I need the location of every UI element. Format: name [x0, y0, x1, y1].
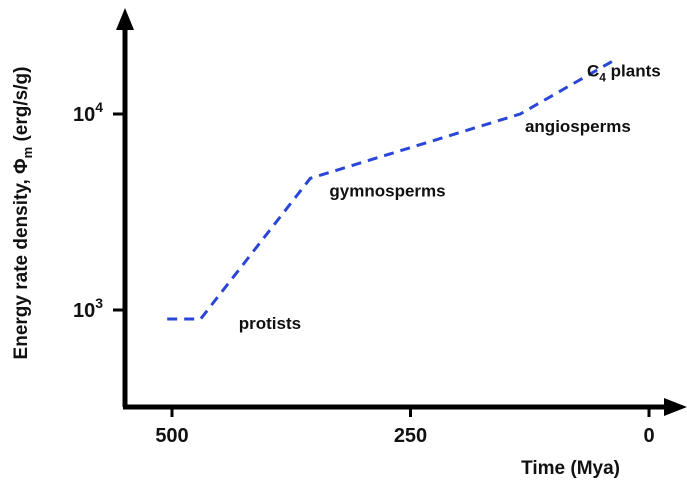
annotation-rest: plants: [606, 62, 661, 81]
annotation-gymnosperms: gymnosperms: [329, 181, 445, 200]
annotation-layer: protists gymnosperms angiosperms C4 plants: [239, 62, 661, 333]
y-axis-title-unit: (erg/s/g): [11, 67, 32, 147]
y-tick-label-exponent: 3: [95, 295, 103, 311]
annotation-subscript: 4: [599, 71, 606, 85]
x-ticks: 500 250 0: [155, 407, 655, 447]
x-axis-arrowhead: [664, 398, 687, 416]
y-axis-title: Energy rate density, Φm (erg/s/g): [11, 67, 35, 360]
x-tick-label: 0: [643, 425, 654, 447]
y-tick-label-base: 10: [73, 104, 95, 126]
annotation-protists: protists: [239, 314, 301, 333]
axes: [116, 8, 687, 416]
series-layer: [167, 58, 617, 321]
y-axis-title-main: Energy rate density, Φ: [11, 158, 32, 359]
annotation-main: C: [587, 62, 599, 81]
x-axis-title: Time (Mya): [521, 458, 620, 479]
annotation-angiosperms: angiosperms: [525, 117, 631, 136]
x-tick-label: 250: [394, 425, 427, 447]
y-axis-arrowhead: [116, 8, 134, 30]
annotation-c4: C4 plants: [587, 62, 661, 85]
y-tick-label-exponent: 4: [95, 99, 103, 115]
x-tick-label: 500: [155, 425, 188, 447]
y-tick-label: 104: [73, 99, 103, 126]
y-axis-title-subscript: m: [20, 147, 35, 159]
y-tick-label: 103: [73, 295, 103, 322]
y-tick-label-base: 10: [73, 300, 95, 322]
